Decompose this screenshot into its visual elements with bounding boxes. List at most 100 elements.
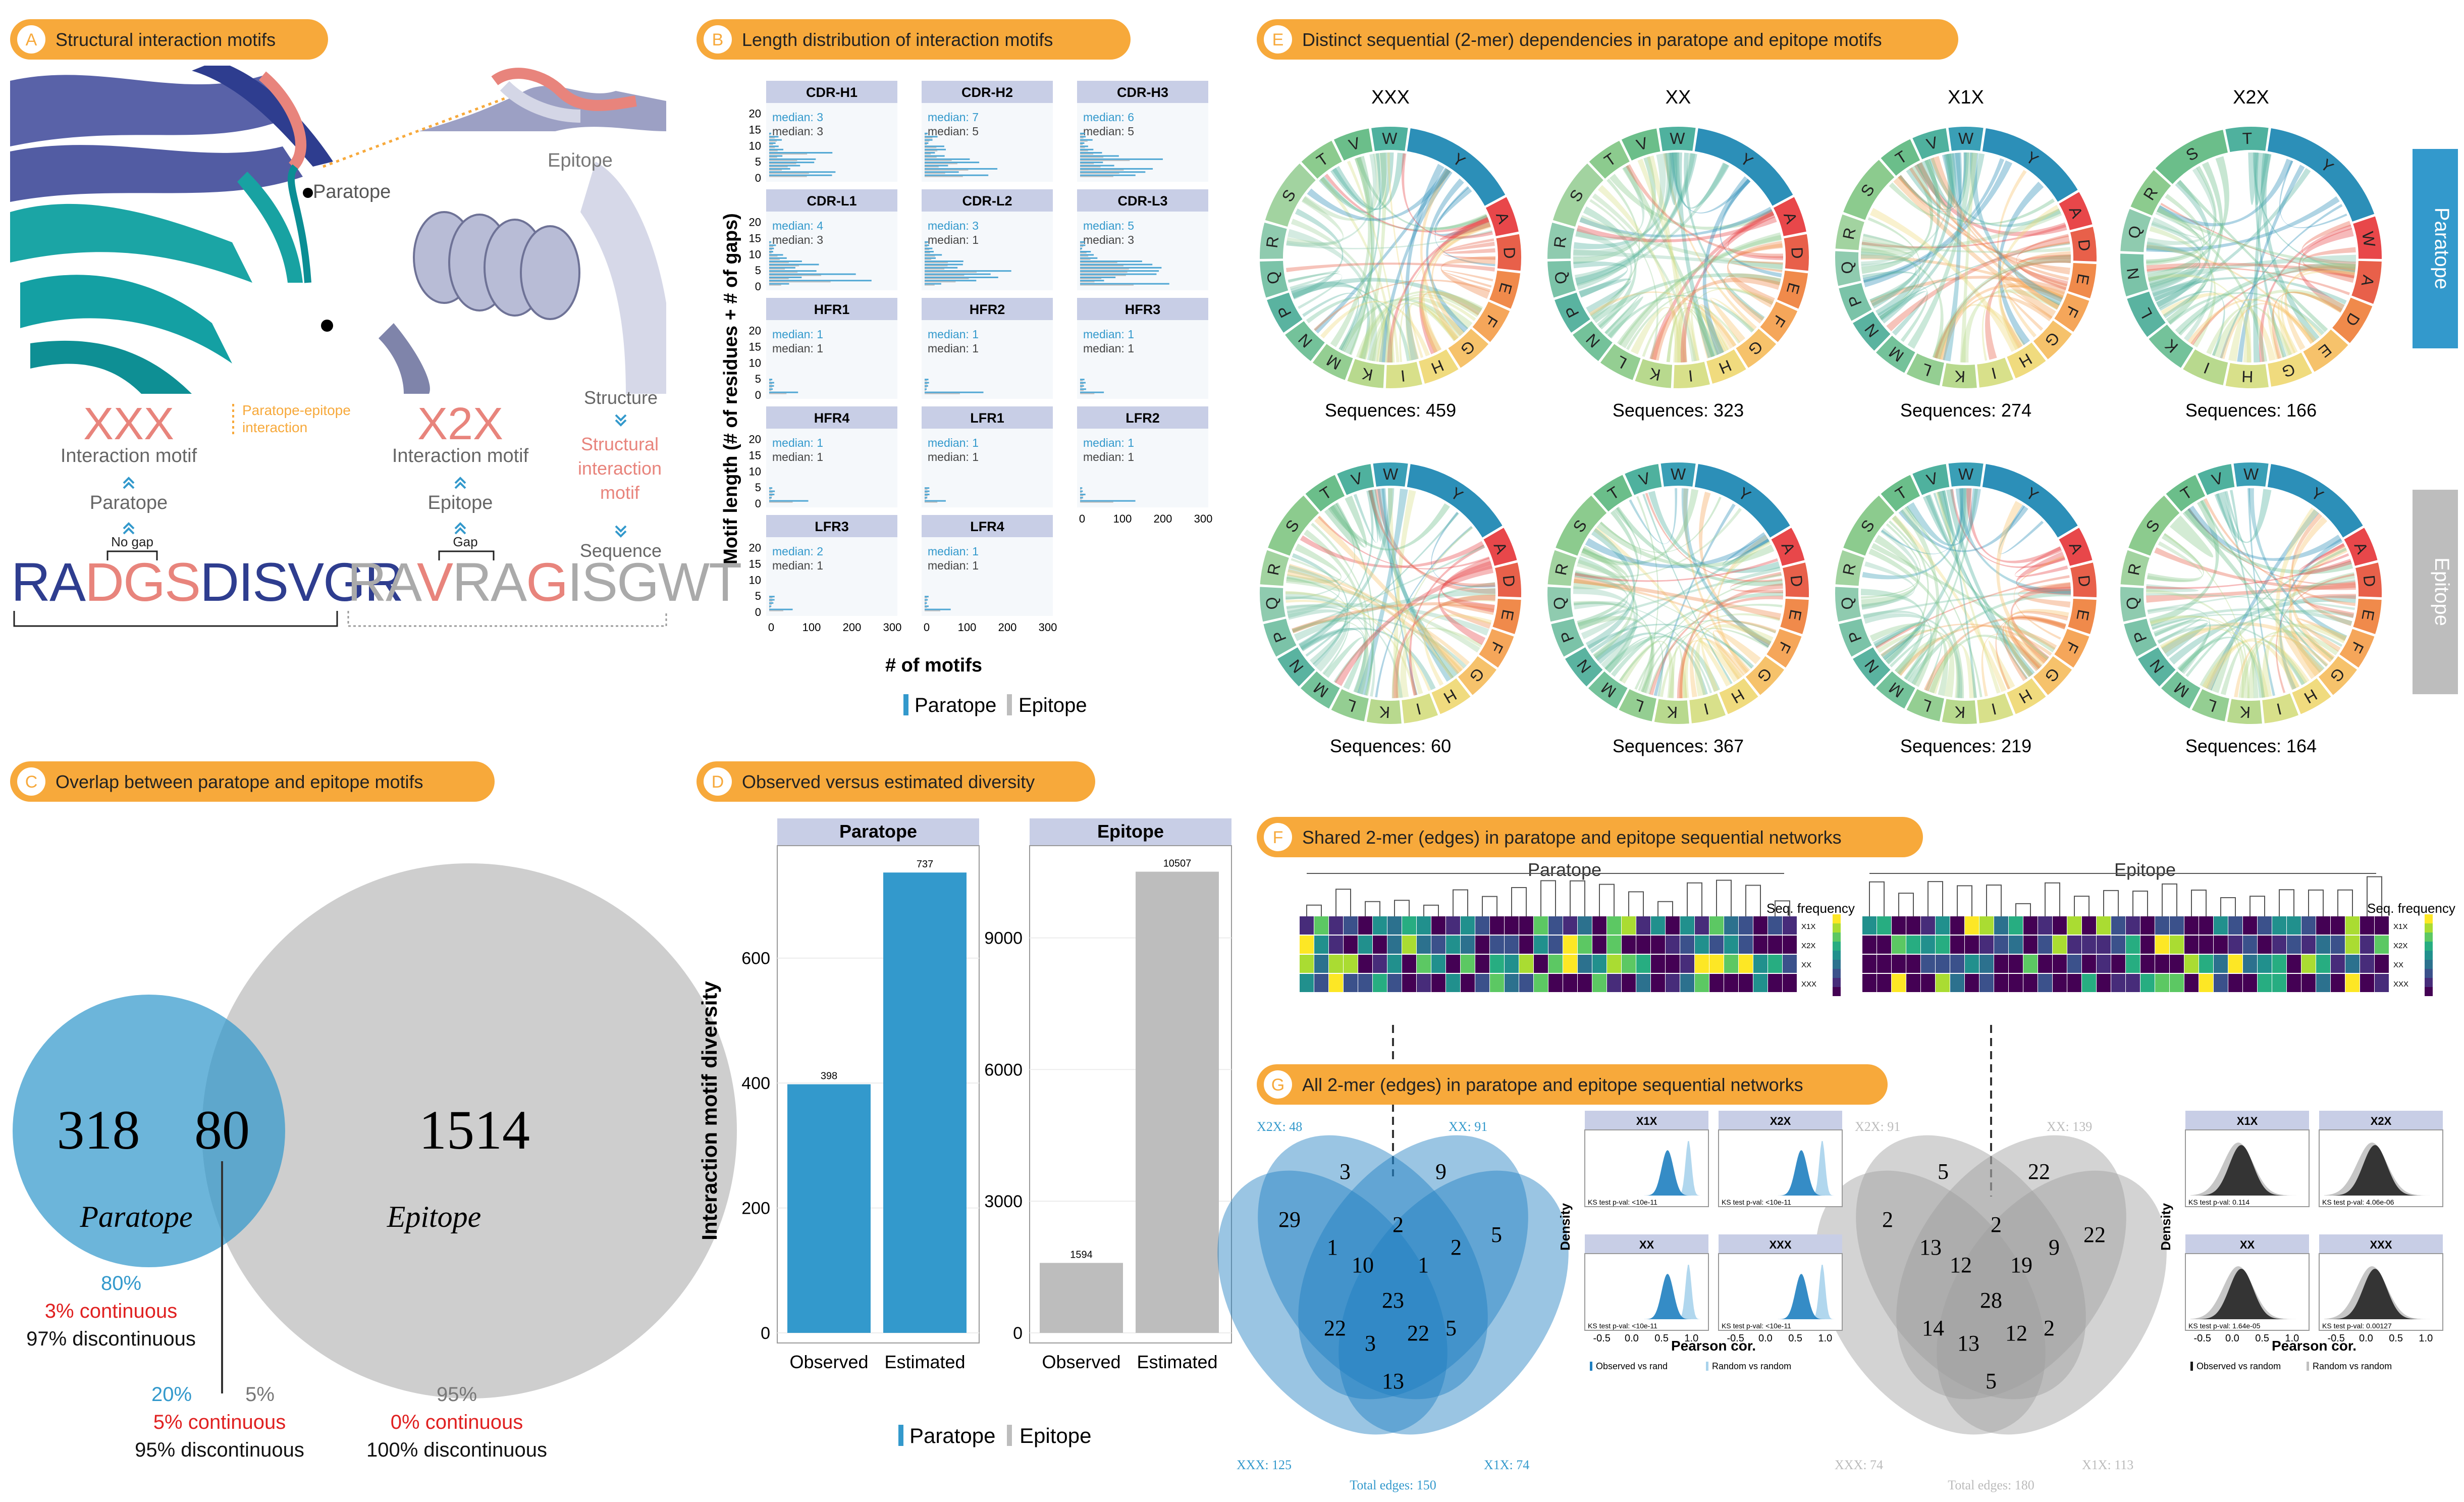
gap-label: Gap bbox=[453, 534, 477, 549]
y-tick-label: 20 bbox=[749, 216, 761, 229]
length-bar bbox=[925, 247, 933, 249]
venn-count: 2 bbox=[1991, 1212, 2002, 1237]
length-bar bbox=[769, 247, 774, 249]
chord-segment bbox=[1493, 561, 1522, 598]
chord-segment bbox=[1365, 698, 1403, 725]
venn-count: 2 bbox=[2044, 1316, 2055, 1340]
y-axis-label: Motif length (# of residues + # of gaps) bbox=[720, 213, 741, 564]
density-facet-x1x: X1X KS test p-val: 0.114 bbox=[2185, 1111, 2310, 1207]
venn-count: 5 bbox=[1445, 1316, 1457, 1340]
length-bar-epitope bbox=[1080, 173, 1119, 174]
length-bar-epitope bbox=[925, 383, 928, 385]
venn-count: 10 bbox=[1352, 1253, 1374, 1277]
chord-segment bbox=[1482, 526, 1518, 567]
length-bar-epitope bbox=[925, 393, 960, 394]
heatmap-cell bbox=[2360, 955, 2374, 973]
chord-link bbox=[1441, 560, 1495, 613]
chord-link bbox=[2302, 594, 2356, 618]
heatmap-cell bbox=[2009, 916, 2023, 935]
chord-segment bbox=[2164, 474, 2207, 513]
facet-title: X1X bbox=[2237, 1115, 2258, 1127]
interaction-motif-label-1: Interaction motif bbox=[61, 445, 197, 467]
length-bar bbox=[769, 500, 809, 502]
chord-link bbox=[1875, 153, 1953, 317]
length-bar-epitope bbox=[925, 272, 977, 273]
length-bar-epitope bbox=[925, 390, 926, 391]
facet-strip bbox=[2319, 1234, 2443, 1254]
chord-link bbox=[2212, 289, 2345, 358]
length-bar bbox=[1080, 388, 1086, 390]
heatmap-cell bbox=[1783, 955, 1797, 973]
length-bar-epitope bbox=[769, 242, 771, 244]
length-bar bbox=[925, 136, 938, 138]
bar-value-label: 1594 bbox=[1070, 1249, 1093, 1260]
length-bar-epitope bbox=[925, 501, 938, 503]
heatmap-cell bbox=[1862, 955, 1877, 973]
chord-column-title: X1X bbox=[1948, 87, 1984, 108]
chord-link bbox=[2247, 488, 2275, 696]
legend-paratope: Paratope bbox=[909, 1424, 995, 1447]
chord-link bbox=[2147, 266, 2350, 295]
length-bar bbox=[1080, 136, 1086, 138]
chord-link bbox=[1700, 305, 1727, 355]
dendrogram-branch bbox=[1482, 896, 1497, 916]
y-tick-label: 0 bbox=[755, 280, 761, 293]
heatmap-cell bbox=[1950, 916, 1964, 935]
length-bar bbox=[1080, 244, 1086, 246]
length-bar bbox=[769, 497, 772, 499]
length-bar bbox=[769, 596, 775, 598]
chord-link bbox=[1861, 589, 1925, 675]
length-bar bbox=[1080, 142, 1085, 144]
length-bar-epitope bbox=[769, 173, 809, 174]
chord-link bbox=[1573, 586, 1636, 670]
chord-link bbox=[1575, 228, 1633, 320]
dendrogram-branch bbox=[1957, 885, 1972, 916]
length-bar-epitope bbox=[769, 140, 777, 142]
chord-link bbox=[1585, 534, 1770, 568]
chord-segment bbox=[1837, 282, 1873, 323]
heatmap-cell bbox=[1578, 974, 1592, 992]
chord-segment bbox=[1329, 688, 1370, 723]
panel-e: E Distinct sequential (2-mer) dependenci… bbox=[1257, 19, 2458, 756]
chord-segment bbox=[2066, 597, 2098, 636]
facet-median-paratope: median: 3 bbox=[772, 111, 823, 124]
chord-segment bbox=[1495, 233, 1522, 272]
x-tick-label: 1.0 bbox=[2285, 1333, 2299, 1344]
chord-link bbox=[2154, 547, 2356, 590]
chord-segment bbox=[1772, 195, 1808, 238]
chord-segment bbox=[2122, 617, 2159, 658]
facet-title: CDR-L1 bbox=[807, 193, 857, 209]
no-gap-label: No gap bbox=[111, 534, 153, 549]
length-bar-epitope bbox=[1080, 144, 1083, 145]
facet-median-epitope: median: 1 bbox=[928, 233, 979, 246]
chord-link bbox=[1288, 609, 1347, 665]
x-tick-label: 200 bbox=[1154, 512, 1172, 525]
venn-label-x1x: X1X: 74 bbox=[1484, 1458, 1529, 1472]
length-bar-epitope bbox=[1080, 163, 1094, 165]
chord-segment bbox=[1851, 310, 1892, 352]
chord-segment bbox=[1758, 300, 1799, 344]
length-bar bbox=[1080, 139, 1093, 141]
heatmap-cell bbox=[2287, 936, 2301, 954]
bar bbox=[787, 1084, 871, 1333]
chord-link bbox=[1286, 603, 1489, 636]
length-bar-epitope bbox=[1080, 492, 1082, 493]
x-tick-label: 100 bbox=[1113, 512, 1132, 525]
heatmap-row-label: X2X bbox=[1801, 942, 1815, 950]
density-curve bbox=[1724, 1150, 1837, 1196]
chord-link bbox=[2187, 299, 2317, 344]
chord-column-title: XXX bbox=[1371, 87, 1410, 108]
chord-letter: D bbox=[1788, 247, 1806, 259]
density-curve bbox=[1590, 1141, 1703, 1196]
length-bar-epitope bbox=[1080, 157, 1104, 158]
chord-link bbox=[1861, 209, 2062, 251]
heatmap-cell bbox=[1592, 936, 1606, 954]
y-tick-label: 15 bbox=[749, 449, 761, 462]
heatmap-cell bbox=[2067, 916, 2081, 935]
heatmap-cell bbox=[2009, 974, 2023, 992]
density-facet-x2x: X2X KS test p-val: 4.06e-06 bbox=[2319, 1111, 2443, 1207]
venn-count: 14 bbox=[1922, 1316, 1944, 1340]
chord-segment bbox=[1372, 461, 1409, 488]
